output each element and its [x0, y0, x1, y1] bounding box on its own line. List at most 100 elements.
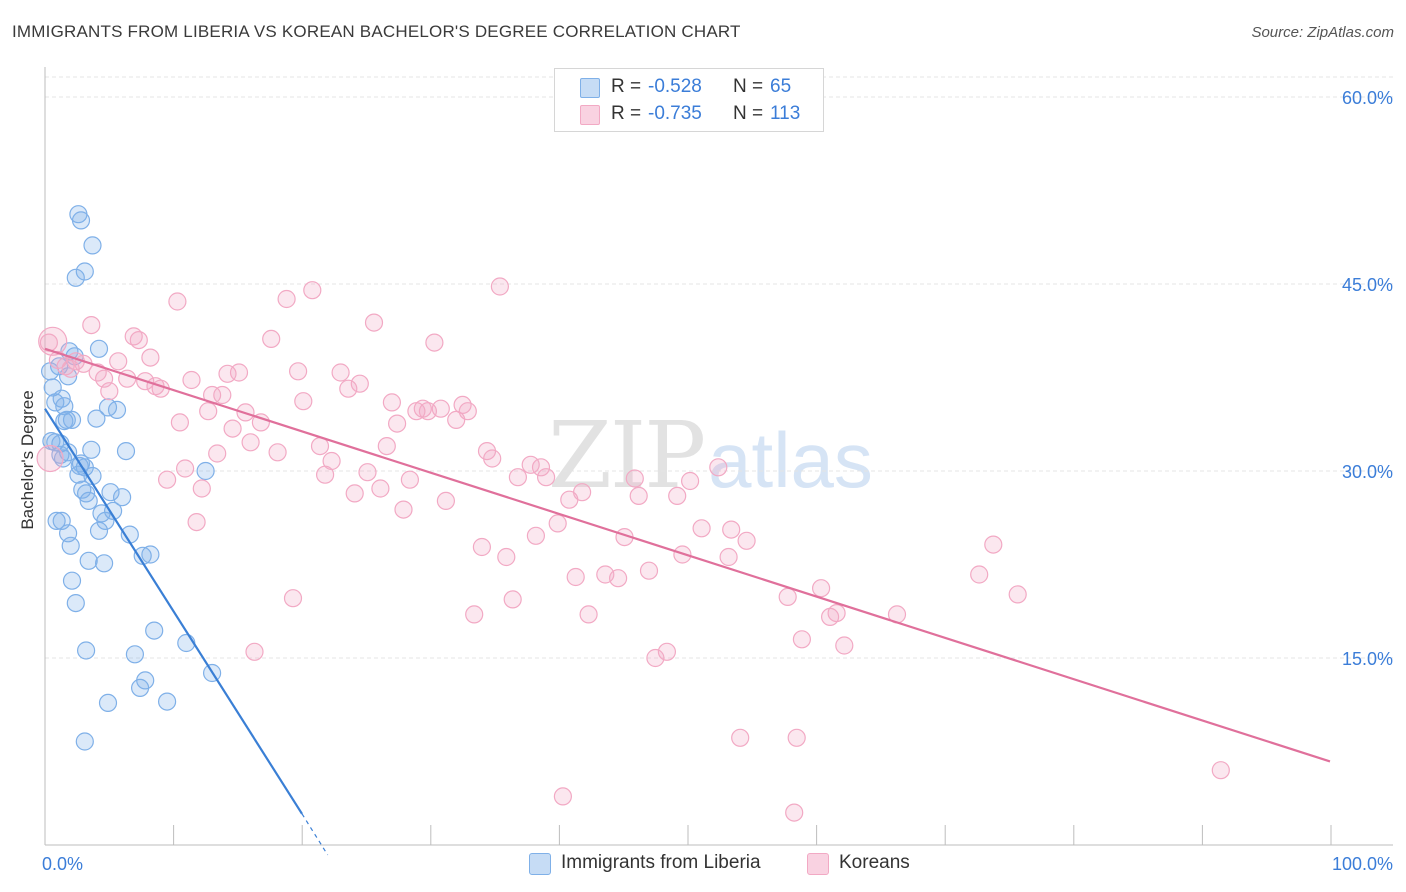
point-liberia — [66, 593, 85, 613]
point-liberia — [79, 551, 98, 570]
point-korean — [668, 486, 687, 505]
point-korean — [371, 479, 390, 498]
point-liberia — [49, 357, 69, 376]
point-liberia — [83, 236, 102, 255]
gridlines — [45, 76, 1393, 659]
point-korean — [692, 519, 711, 538]
point-liberia — [112, 488, 132, 507]
point-korean — [680, 471, 700, 491]
trend-lines — [44, 347, 1331, 856]
bottom-legend-liberia: Immigrants from Liberia — [529, 851, 779, 877]
point-liberia — [62, 410, 82, 429]
bottom-legend-koreans: Koreans — [807, 851, 927, 877]
point-korean — [553, 787, 573, 806]
point-korean — [208, 444, 227, 463]
y-tick-label: 15.0% — [1342, 649, 1393, 669]
point-korean — [490, 277, 509, 296]
point-korean — [245, 642, 264, 661]
chart-source: Source: ZipAtlas.com — [1251, 24, 1394, 41]
point-korean — [168, 292, 187, 311]
point-korean — [294, 392, 313, 411]
point-korean — [283, 589, 303, 608]
point-liberia — [101, 483, 120, 502]
point-korean — [657, 642, 677, 661]
point-liberia — [82, 440, 101, 459]
point-korean — [192, 479, 211, 498]
point-korean — [158, 470, 177, 489]
r-value-koreans: -0.735 — [648, 103, 702, 124]
point-korean — [497, 547, 516, 567]
point-korean — [465, 605, 484, 624]
point-korean — [218, 364, 237, 383]
point-korean — [472, 537, 491, 557]
point-korean — [1211, 761, 1230, 780]
legend-swatch-liberia — [580, 78, 600, 98]
point-korean — [572, 483, 592, 502]
x-tick-label-max: 100.0% — [1332, 854, 1393, 874]
point-liberia — [94, 554, 114, 573]
point-liberia — [141, 545, 160, 564]
point-liberia — [145, 621, 164, 640]
point-korean — [229, 363, 249, 382]
point-korean — [579, 605, 598, 624]
point-korean — [785, 803, 804, 822]
point-korean — [536, 468, 556, 487]
point-korean — [213, 385, 232, 405]
point-korean — [223, 419, 242, 438]
bottom-legend-label-koreans: Koreans — [839, 852, 910, 873]
n-label: N = — [733, 76, 764, 97]
point-korean — [548, 514, 567, 533]
point-korean — [503, 590, 522, 609]
point-liberia — [87, 409, 106, 428]
bottom-legend-swatch-liberia — [529, 853, 551, 875]
point-korean — [339, 379, 358, 398]
point-korean — [436, 491, 455, 510]
y-axis-label: Bachelor's Degree — [18, 390, 37, 530]
point-korean — [345, 484, 364, 503]
point-liberia — [116, 442, 136, 461]
n-value-liberia: 65 — [770, 76, 792, 97]
point-korean — [268, 443, 287, 462]
point-liberia — [47, 511, 66, 531]
point-korean — [100, 382, 119, 401]
chart-title: IMMIGRANTS FROM LIBERIA VS KOREAN BACHEL… — [12, 22, 741, 41]
point-korean — [835, 636, 854, 655]
point-korean — [639, 561, 659, 580]
point-liberia — [158, 692, 177, 711]
point-korean — [827, 603, 846, 623]
point-korean — [792, 630, 812, 649]
point-korean — [331, 363, 350, 382]
r-value-liberia: -0.528 — [648, 76, 702, 97]
point-liberia — [55, 412, 74, 431]
data-points — [36, 205, 1230, 822]
point-liberia — [62, 571, 82, 590]
point-liberia — [103, 501, 123, 520]
point-liberia — [125, 645, 144, 664]
point-liberia — [136, 671, 155, 690]
point-korean — [811, 579, 831, 598]
point-korean — [531, 458, 551, 477]
point-liberia — [76, 641, 96, 660]
legend-swatch-koreans — [580, 105, 600, 125]
point-liberia — [76, 484, 96, 503]
point-korean — [394, 500, 413, 519]
stats-legend-row-liberia: R = -0.528 N = 65 — [555, 75, 823, 101]
point-liberia — [89, 339, 109, 358]
point-korean — [646, 648, 665, 668]
point-korean — [199, 402, 218, 421]
point-korean — [109, 352, 128, 371]
point-korean — [984, 535, 1003, 554]
point-korean — [526, 526, 546, 545]
point-korean — [388, 414, 407, 433]
point-korean — [350, 374, 369, 393]
point-korean — [141, 348, 160, 367]
point-korean — [1008, 585, 1027, 604]
point-korean — [719, 547, 738, 567]
trend-line-liberia-extension — [301, 813, 329, 856]
point-korean — [303, 281, 322, 300]
point-korean — [787, 728, 806, 747]
point-liberia — [75, 262, 94, 281]
bottom-legend-label-liberia: Immigrants from Liberia — [561, 852, 761, 873]
point-liberia — [89, 521, 109, 540]
